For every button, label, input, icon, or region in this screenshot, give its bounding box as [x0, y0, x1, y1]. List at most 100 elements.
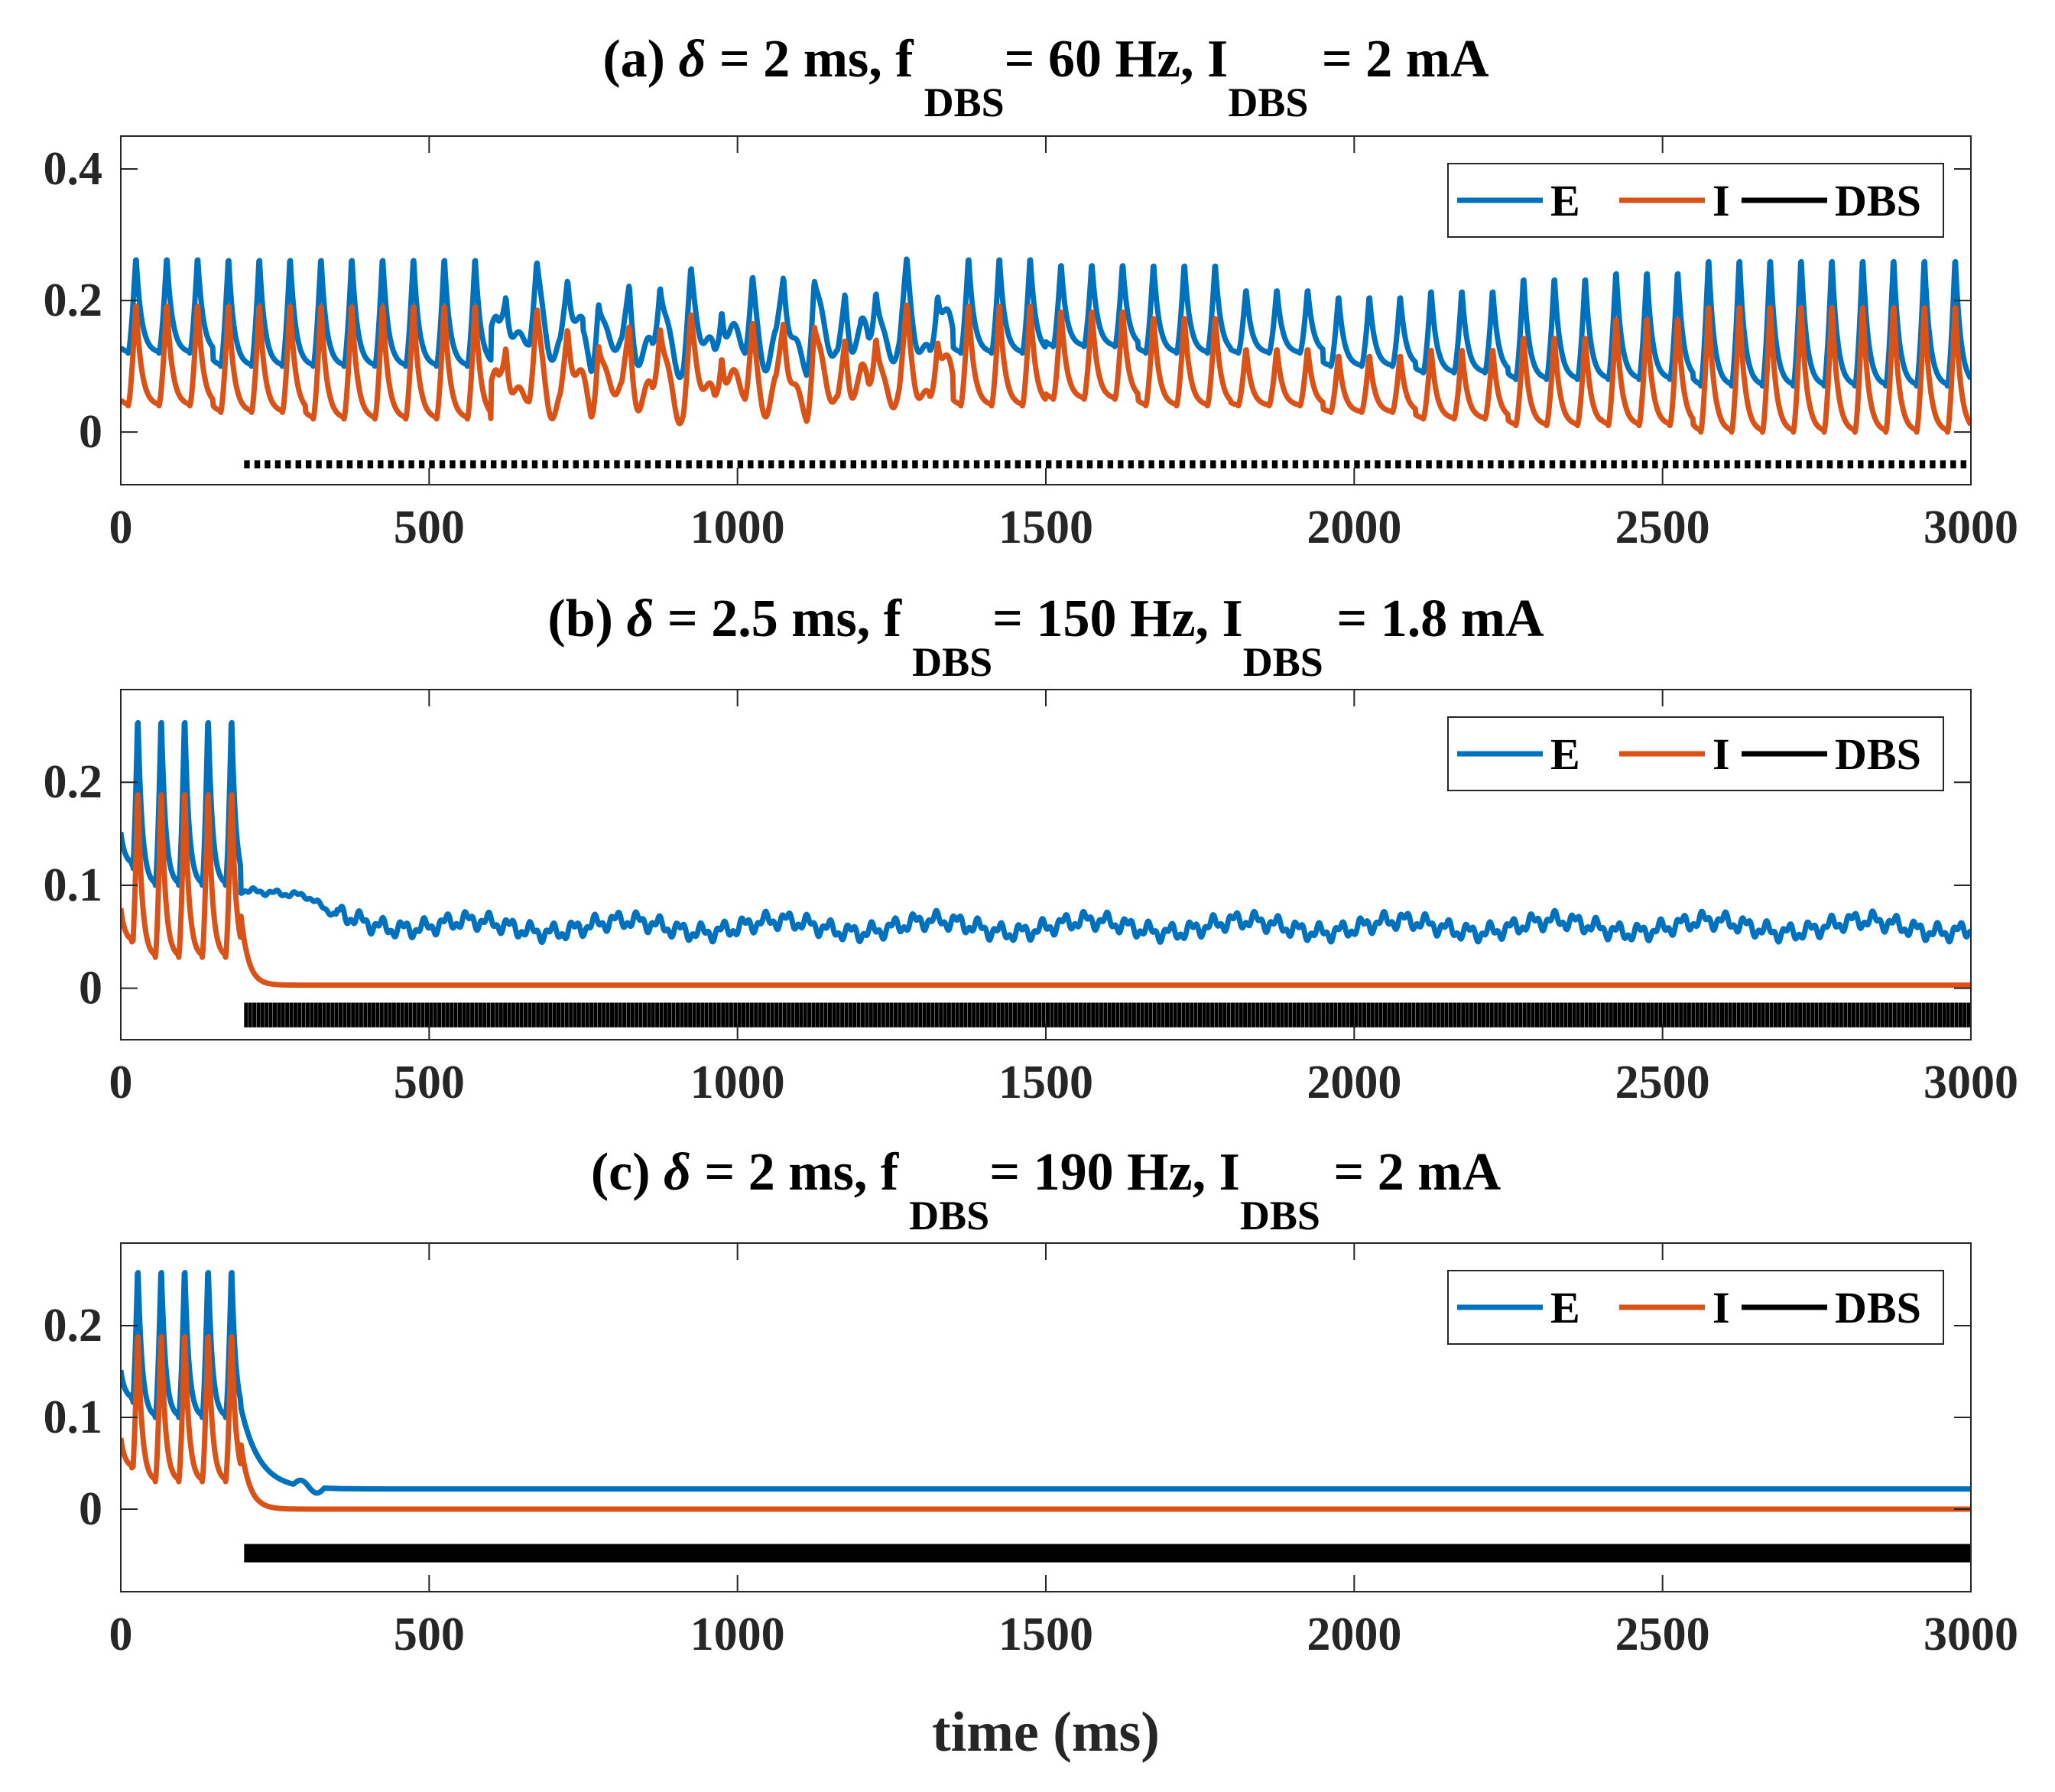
dbs-pulse: [260, 1002, 265, 1027]
dbs-pulse: [1954, 1544, 1959, 1563]
dbs-pulse: [1551, 1002, 1556, 1027]
dbs-pulse: [598, 1544, 602, 1563]
dbs-pulse: [429, 1544, 433, 1563]
dbs-pulse: [1313, 1002, 1317, 1027]
x-tick-label: 2000: [1307, 1057, 1401, 1109]
dbs-pulse: [610, 1002, 614, 1027]
dbs-pulse: [400, 1002, 404, 1027]
dbs-pulse: [1575, 1544, 1579, 1563]
dbs-pulse: [254, 460, 261, 469]
dbs-pulse: [779, 1544, 784, 1563]
dbs-pulse: [458, 1002, 462, 1027]
dbs-pulse: [1325, 1002, 1329, 1027]
dbs-pulse: [1255, 1002, 1260, 1027]
y-tick-label: 0.4: [44, 143, 103, 195]
dbs-pulse: [981, 1544, 985, 1563]
dbs-pulse: [1802, 1544, 1807, 1563]
series-line-I: [121, 1334, 1971, 1512]
dbs-pulse: [418, 460, 425, 469]
dbs-pulse: [667, 1002, 672, 1027]
dbs-pulse: [1958, 1544, 1962, 1563]
dbs-pulse: [520, 1544, 524, 1563]
dbs-pulse: [1440, 1002, 1445, 1027]
dbs-pulse: [1112, 1002, 1115, 1027]
dbs-pulse: [575, 1544, 579, 1563]
dbs-pulse: [603, 460, 610, 469]
dbs-pulse: [714, 1544, 719, 1563]
dbs-pulse: [1506, 1002, 1511, 1027]
dbs-pulse: [367, 1002, 372, 1027]
dbs-pulse: [1231, 1544, 1235, 1563]
dbs-pulse: [1605, 1002, 1609, 1027]
dbs-pulse: [1880, 1544, 1885, 1563]
dbs-pulse: [885, 1002, 890, 1027]
dbs-pulse: [1366, 1002, 1371, 1027]
dbs-pulse: [1893, 1544, 1898, 1563]
dbs-pulse: [1190, 460, 1196, 469]
dbs-pulse: [1059, 1544, 1063, 1563]
dbs-pulse: [557, 1002, 560, 1027]
dbs-pulse: [1597, 1544, 1602, 1563]
dbs-pulse: [1527, 1002, 1531, 1027]
dbs-pulse: [542, 1544, 547, 1563]
dbs-pulse: [442, 1544, 446, 1563]
dbs-pulse: [540, 1002, 544, 1027]
dbs-pulse: [1795, 1544, 1800, 1563]
dbs-pulse: [1568, 1544, 1573, 1563]
dbs-pulse: [334, 1002, 339, 1027]
dbs-pulse: [1375, 1002, 1379, 1027]
dbs-pulse: [1487, 1544, 1492, 1563]
dbs-pulse: [1153, 1544, 1157, 1563]
y-tick-label: 0.1: [44, 1391, 103, 1443]
dbs-pulse: [1477, 460, 1484, 469]
dbs-pulse: [1354, 460, 1360, 469]
dbs-pulse: [1181, 1002, 1186, 1027]
dbs-pulse: [953, 460, 959, 469]
dbs-pulse: [528, 1002, 532, 1027]
legend-label-DBS: DBS: [1835, 1283, 1921, 1333]
dbs-pulse: [247, 1544, 252, 1563]
dbs-pulse: [607, 1544, 612, 1563]
dbs-pulse: [740, 1544, 745, 1563]
dbs-pulse: [1672, 1544, 1677, 1563]
dbs-pulse: [302, 1544, 307, 1563]
dbs-pulse: [1448, 1544, 1453, 1563]
dbs-pulse: [299, 1544, 304, 1563]
dbs-pulse: [976, 1002, 980, 1027]
dbs-pulse: [1855, 1002, 1860, 1027]
dbs-pulse: [871, 460, 877, 469]
y-tick-label: 0: [79, 963, 102, 1014]
dbs-pulse: [1571, 1544, 1576, 1563]
dbs-pulse: [1617, 1002, 1622, 1027]
dbs-pulse: [679, 1544, 683, 1563]
dbs-pulse: [1708, 1544, 1712, 1563]
dbs-pulse: [967, 1002, 972, 1027]
dbs-pulse: [322, 1544, 326, 1563]
dbs-pulse: [1130, 1544, 1135, 1563]
dbs-pulse: [1747, 1544, 1751, 1563]
dbs-pulse: [1360, 1544, 1365, 1563]
x-tick-label: 1500: [998, 1057, 1093, 1109]
dbs-pulse: [281, 1002, 285, 1027]
dbs-pulse: [1367, 1544, 1372, 1563]
dbs-pulse: [925, 1544, 930, 1563]
dbs-pulse: [945, 1544, 950, 1563]
dbs-pulse: [1821, 1544, 1826, 1563]
dbs-pulse: [351, 1544, 355, 1563]
dbs-pulse: [268, 1002, 273, 1027]
dbs-pulse: [1847, 1544, 1852, 1563]
dbs-pulse: [500, 1544, 505, 1563]
dbs-pulse: [1897, 1002, 1901, 1027]
dbs-pulse: [799, 1002, 803, 1027]
dbs-pulse: [326, 1002, 330, 1027]
dbs-pulse: [1036, 1544, 1040, 1563]
dbs-pulse: [1118, 460, 1124, 469]
dbs-pulse: [676, 460, 682, 469]
dbs-pulse: [1425, 1544, 1430, 1563]
dbs-pulse: [1629, 1002, 1634, 1027]
dbs-pulse: [562, 1544, 567, 1563]
y-tick-label: 0.2: [44, 1300, 103, 1352]
dbs-pulse: [1802, 1002, 1807, 1027]
dbs-pulse: [1318, 1544, 1323, 1563]
dbs-pulse: [1912, 1544, 1917, 1563]
